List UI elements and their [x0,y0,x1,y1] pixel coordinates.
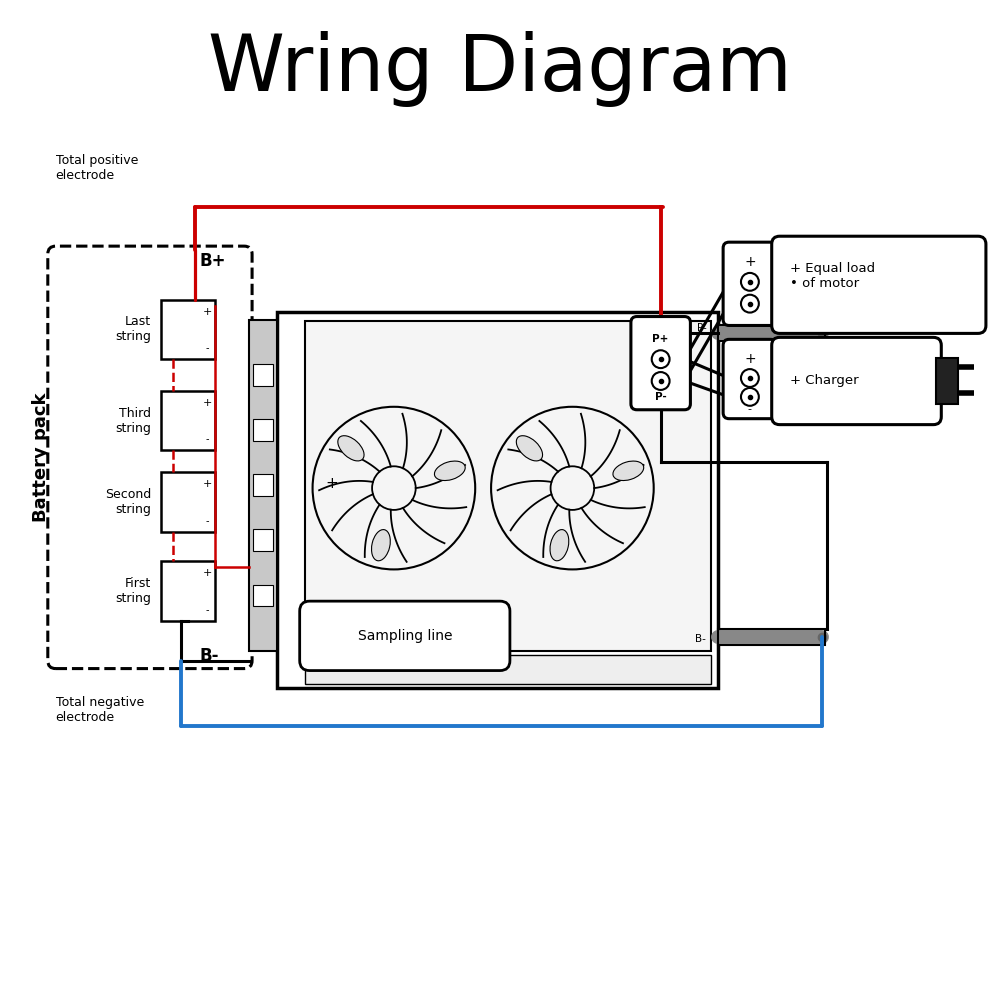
FancyBboxPatch shape [936,358,958,404]
Text: + Charger: + Charger [790,374,858,387]
FancyBboxPatch shape [161,561,215,621]
FancyBboxPatch shape [253,529,273,551]
Text: -: - [206,605,209,615]
Ellipse shape [338,436,364,461]
Circle shape [741,369,759,387]
Text: Total negative
electrode: Total negative electrode [56,696,144,724]
FancyBboxPatch shape [277,312,718,688]
Ellipse shape [613,461,644,481]
Text: + Equal load
• of motor: + Equal load • of motor [790,262,875,290]
Ellipse shape [434,461,465,481]
Text: P+: P+ [652,334,669,344]
FancyBboxPatch shape [300,601,510,671]
Text: B+: B+ [200,252,226,270]
Circle shape [741,273,759,291]
Text: P-: P- [655,392,667,402]
FancyBboxPatch shape [631,317,690,410]
Text: LED 12V: LED 12V [413,665,448,674]
Text: Sampling line: Sampling line [358,629,452,643]
FancyBboxPatch shape [723,242,777,325]
FancyBboxPatch shape [305,655,711,684]
FancyBboxPatch shape [249,320,277,651]
Circle shape [652,350,670,368]
FancyBboxPatch shape [305,321,711,651]
Text: +: + [203,307,212,317]
Text: -: - [206,434,209,444]
Text: +: + [203,398,212,408]
Text: UART: UART [504,665,526,674]
Text: +: + [203,479,212,489]
Text: +: + [203,568,212,578]
FancyBboxPatch shape [253,419,273,441]
Text: +: + [744,352,756,366]
Text: B-: B- [695,634,706,644]
Ellipse shape [372,530,390,561]
Ellipse shape [516,436,543,461]
Text: NTC: NTC [358,665,375,674]
FancyBboxPatch shape [161,472,215,532]
Text: Total positive
electrode: Total positive electrode [56,154,138,182]
FancyBboxPatch shape [772,337,941,425]
Text: P-: P- [697,323,706,333]
Text: -: - [325,665,328,675]
FancyBboxPatch shape [161,391,215,450]
FancyBboxPatch shape [253,364,273,386]
Text: -: - [206,343,209,353]
Circle shape [741,388,759,406]
Text: Battery pack: Battery pack [32,393,50,522]
Text: +: + [325,476,338,491]
Text: First
string: First string [115,577,151,605]
Ellipse shape [550,530,569,561]
FancyBboxPatch shape [723,339,777,419]
Text: Third
string: Third string [115,407,151,435]
Text: Wring Diagram: Wring Diagram [208,31,792,107]
FancyBboxPatch shape [161,300,215,359]
Text: -: - [748,404,752,414]
Text: Second
string: Second string [105,488,151,516]
FancyBboxPatch shape [772,236,986,333]
Text: +: + [744,255,756,269]
Text: B-: B- [200,647,219,665]
FancyBboxPatch shape [253,585,273,606]
FancyBboxPatch shape [253,474,273,496]
Circle shape [741,295,759,313]
Text: Last
string: Last string [115,315,151,343]
Text: -: - [206,516,209,526]
Circle shape [652,372,670,390]
